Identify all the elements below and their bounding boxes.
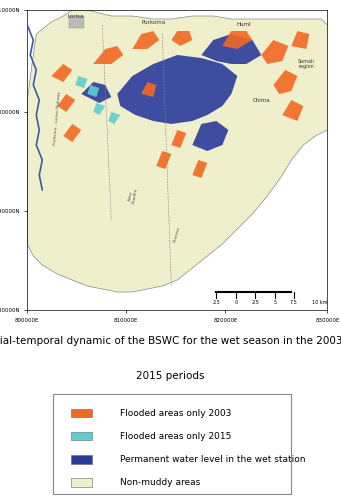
Polygon shape [93,103,105,115]
Polygon shape [27,10,327,292]
Text: 2.5: 2.5 [212,300,220,305]
Polygon shape [108,112,120,124]
Polygon shape [141,82,156,97]
Text: Somali
region: Somali region [298,58,315,70]
Polygon shape [63,124,81,142]
Text: Chamsa: Chamsa [173,226,181,244]
Text: Permanent water level in the wet station: Permanent water level in the wet station [120,455,306,464]
Polygon shape [81,82,111,103]
Polygon shape [75,76,87,88]
Polygon shape [93,46,123,64]
FancyBboxPatch shape [53,394,291,494]
Polygon shape [132,31,159,49]
Text: Flooded areas only 2003: Flooded areas only 2003 [120,408,232,418]
Polygon shape [51,64,72,82]
Polygon shape [273,70,297,94]
Text: 5: 5 [273,300,277,305]
Polygon shape [261,40,288,64]
Text: 0: 0 [234,300,237,305]
Text: Boku
Dhadha: Boku Dhadha [127,188,138,204]
Polygon shape [192,160,207,178]
Polygon shape [171,130,186,148]
Polygon shape [222,31,252,49]
FancyBboxPatch shape [71,409,92,418]
Text: Purkoma – Lorisa Highway: Purkoma – Lorisa Highway [53,91,62,145]
Text: Flooded areas only 2015: Flooded areas only 2015 [120,432,232,440]
Text: Lorisa: Lorisa [67,14,84,18]
Polygon shape [201,34,261,64]
Polygon shape [171,31,192,46]
Text: Non-muddy areas: Non-muddy areas [120,478,200,487]
Polygon shape [156,151,171,169]
Text: Purkoma: Purkoma [141,20,165,24]
Text: 10 km: 10 km [312,300,328,305]
FancyBboxPatch shape [71,478,92,486]
Polygon shape [291,31,309,49]
Text: Chima: Chima [252,98,270,102]
Text: Huml: Huml [236,22,251,28]
FancyBboxPatch shape [71,432,92,440]
Polygon shape [87,85,99,97]
Text: 2.5: 2.5 [251,300,259,305]
Text: 7.5: 7.5 [290,300,298,305]
Bar [69,16,84,28]
Polygon shape [57,94,75,112]
Polygon shape [192,121,228,151]
Polygon shape [282,100,303,121]
Text: Spatial-temporal dynamic of the BSWC for the wet season in the 2003 and: Spatial-temporal dynamic of the BSWC for… [0,336,341,346]
Polygon shape [117,55,237,124]
FancyBboxPatch shape [71,455,92,464]
Text: 2015 periods: 2015 periods [136,371,205,381]
